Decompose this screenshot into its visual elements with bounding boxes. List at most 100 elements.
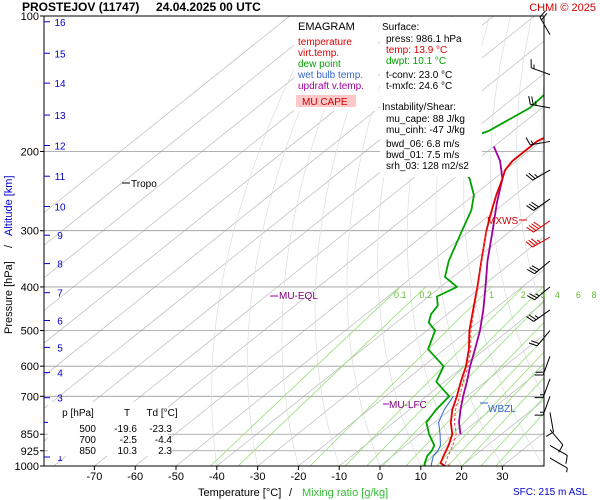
altitude-tick-label: 16 (54, 18, 66, 29)
pressure-tick-label: 400 (21, 282, 39, 294)
ylabel-altitude: Altitude [km] (3, 175, 15, 236)
wind-barb-staff (533, 220, 551, 233)
pressure-tick-label: 925 (21, 446, 39, 458)
credit-text: CHMI © 2025 (529, 2, 596, 14)
dry-adiabat-line (435, 16, 503, 466)
wind-barb-flag (526, 205, 534, 211)
temperature-tick-label: 10 (415, 471, 427, 483)
wind-barb-flag (530, 238, 539, 245)
wind-barb-staff (536, 330, 551, 347)
altitude-tick-label: 11 (55, 172, 66, 183)
series-line-updraft-v-temp (458, 146, 504, 435)
wind-barb-staff (542, 378, 551, 398)
wind-barb-half-flag (530, 140, 534, 145)
wind-barb-flag (526, 295, 535, 301)
wind-barb-flag (531, 223, 539, 230)
wind-barb-staff (530, 140, 551, 146)
wind-barb-flag (541, 12, 548, 21)
wind-barb-staff (533, 198, 551, 211)
wind-barb-flag (565, 455, 568, 464)
altitude-tick-label: 8 (57, 260, 63, 271)
temperature-tick-label: -40 (209, 471, 225, 483)
mixing-ratio-label: 8 (591, 290, 596, 300)
mixing-ratio-line (344, 286, 524, 466)
table-cell: 10.3 (118, 446, 138, 457)
mixing-ratio-line (461, 377, 544, 466)
wind-barb-flag (530, 340, 540, 345)
wind-barb-staff (549, 444, 568, 456)
bwd06-text: bwd_06: 6.8 m/s (386, 139, 459, 150)
mixing-ratio-line (366, 286, 544, 466)
table-cell: 500 (79, 424, 96, 435)
wind-barb-staff (549, 412, 554, 433)
wind-barb-half-flag (536, 239, 541, 243)
mixing-ratio-line (237, 286, 426, 466)
xlabel-separator: / (289, 487, 293, 499)
isotherm-line (134, 138, 544, 466)
mixing-ratio-line (405, 321, 544, 466)
wind-barb-staff (549, 457, 568, 469)
series-line-temperature (439, 136, 544, 466)
legend-heading: EMAGRAM (298, 21, 355, 33)
temperature-tick-label: -30 (250, 471, 266, 483)
wind-barb-half-flag (534, 101, 537, 106)
isotherm-line (420, 366, 544, 466)
wind-barb-flag (529, 267, 538, 273)
pressure-tick-label: 100 (21, 11, 39, 23)
dry-adiabat-line (247, 16, 342, 466)
mu-cape-badge-bg (296, 95, 356, 107)
legend-item-label: updraft v.temp. (298, 81, 364, 92)
temperature-ticks: -70 -60 -50 -40 -30 -20 -10 0 10 20 30 (86, 466, 509, 483)
sfc-label: SFC: 215 m ASL (513, 487, 588, 498)
mu-cinh-text: mu_cinh: -47 J/kg (386, 125, 465, 136)
temperature-tick-label: 0 (377, 471, 383, 483)
dry-adiabat-line (406, 16, 462, 466)
isotherm-line (379, 334, 544, 466)
altitude-tick-label: 3 (57, 394, 63, 405)
wind-barb-flag (528, 203, 537, 210)
wind-barb-flag (525, 137, 531, 146)
wind-barb-flag (531, 201, 539, 208)
mixing-ratio-label: 6 (576, 290, 581, 300)
temperature-tick-label: -50 (168, 471, 184, 483)
table-cell: 850 (79, 446, 96, 457)
mixing-ratio-label: 3 (540, 290, 545, 300)
altitude-tick-label: 9 (57, 231, 63, 242)
temperature-tick-label: 20 (455, 471, 467, 483)
altitude-tick-label: 15 (54, 49, 66, 60)
mu-eql-label: MU-EQL (279, 291, 318, 302)
altitude-tick-label: 5 (57, 343, 63, 354)
temperature-tick-label: -70 (86, 471, 102, 483)
wind-barb-half-flag (535, 293, 540, 297)
wind-barb-flag (526, 226, 534, 233)
wind-barb-flag (526, 269, 535, 275)
isotherm-line (44, 16, 290, 214)
wind-barb-flag (531, 96, 534, 105)
pressure-tick-label: 850 (21, 429, 39, 441)
wind-barb-flag (528, 314, 537, 321)
dry-adiabat-line (490, 16, 544, 399)
wind-barb-flag (528, 239, 536, 246)
isotherm-line (44, 16, 372, 279)
series-line-wet-bulb-temp (430, 396, 454, 466)
wind-barb-flag (528, 225, 537, 231)
mixing-ratio-line (422, 338, 544, 466)
wind-barb-staff (532, 169, 551, 181)
pressure-tick-label: 300 (21, 226, 39, 238)
wind-barb-staff (531, 67, 551, 76)
pressure-tick-label: 200 (21, 146, 39, 158)
table-header-p: p [hPa] (62, 408, 94, 419)
mu-cape-badge: MU CAPE (302, 97, 348, 108)
mixing-ratio-line (495, 412, 544, 466)
xlabel-temperature: Temperature [°C] (198, 487, 281, 499)
mixing-ratio-line (309, 286, 492, 466)
wind-barb-staff (534, 260, 551, 275)
wind-barb-flag (528, 342, 538, 347)
mixing-ratio-label: 1 (489, 290, 494, 300)
table-header-td: Td [°C] (146, 408, 177, 419)
altitude-tick-label: 14 (54, 79, 66, 90)
wind-barb-flag (528, 95, 531, 105)
ylabel-pressure: Pressure [hPa] (3, 261, 15, 334)
isotherm-line (298, 269, 544, 466)
